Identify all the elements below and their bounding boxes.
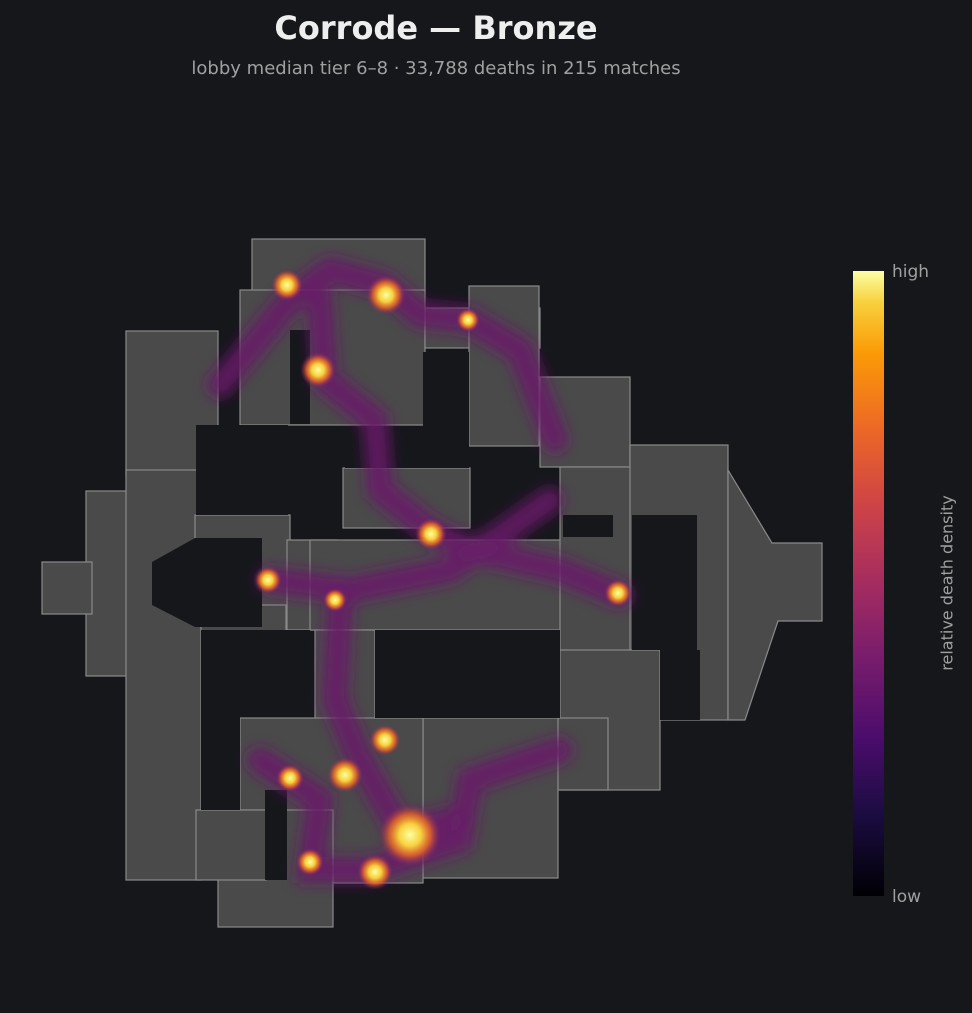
colorbar-high: high	[892, 262, 929, 282]
colorbar-low: low	[892, 887, 921, 907]
title: Corrode — Bronze	[274, 9, 597, 47]
subtitle: lobby median tier 6–8 · 33,788 deaths in…	[191, 58, 680, 79]
colorbar	[853, 271, 884, 896]
colorbar-label: relative death density	[938, 495, 957, 670]
heat-hotspots	[254, 269, 632, 890]
